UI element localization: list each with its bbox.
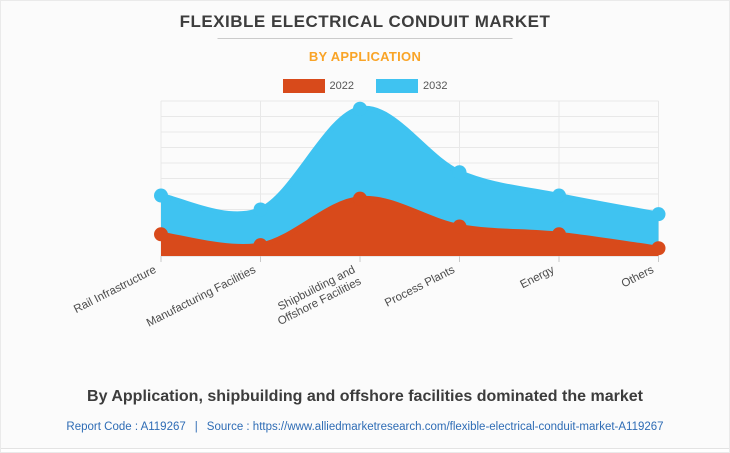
legend-label-2022: 2022 — [329, 80, 354, 92]
legend-item-2022[interactable]: 2022 — [282, 79, 354, 93]
legend: 2022 2032 — [1, 79, 729, 93]
source-link[interactable]: Source : https://www.alliedmarketresearc… — [206, 421, 664, 433]
legend-item-2032[interactable]: 2032 — [376, 79, 447, 93]
data-point-2032-2[interactable] — [353, 101, 367, 116]
series-line-2022 — [158, 195, 661, 251]
series-area-2022 — [161, 198, 659, 256]
footer-separator: | — [194, 421, 198, 433]
footer: Report Code : A119267 | Source : https:/… — [1, 421, 729, 433]
caption: By Application, shipbuilding and offshor… — [87, 388, 643, 405]
data-point-2032-4[interactable] — [552, 188, 566, 203]
data-point-2032-0[interactable] — [154, 188, 168, 203]
page-title: FLEXIBLE ELECTRICAL CONDUIT MARKET — [179, 12, 551, 31]
x-axis-label-1: Manufacturing Facilities — [145, 264, 258, 330]
bottom-strip — [1, 448, 729, 452]
legend-swatch-2032 — [376, 79, 418, 93]
legend-swatch-2022 — [282, 79, 325, 93]
x-axis-label-3: Process Plants — [383, 264, 457, 310]
report-code: Report Code : A119267 — [66, 421, 186, 433]
series-area-2032 — [161, 108, 659, 256]
legend-label-2032: 2032 — [423, 80, 448, 92]
x-axis-label-5: Others — [620, 264, 656, 290]
data-point-2022-4[interactable] — [552, 227, 566, 242]
title-underline — [217, 38, 513, 39]
data-point-2022-0[interactable] — [154, 227, 168, 242]
data-point-2032-5[interactable] — [651, 207, 666, 222]
data-point-2032-3[interactable] — [452, 165, 467, 180]
data-point-2022-3[interactable] — [452, 219, 467, 234]
data-point-2022-2[interactable] — [353, 191, 367, 206]
x-axis-label-2: Shipbuilding andOffshore Facilities — [270, 264, 363, 328]
x-axis-label-0: Rail Infrastructure — [72, 264, 158, 316]
x-axis-label-4: Energy — [518, 264, 556, 291]
data-point-2022-5[interactable] — [651, 241, 666, 256]
data-point-2022-1[interactable] — [253, 238, 268, 253]
data-point-2032-1[interactable] — [253, 202, 268, 217]
chart-subtitle: BY APPLICATION — [308, 49, 422, 64]
